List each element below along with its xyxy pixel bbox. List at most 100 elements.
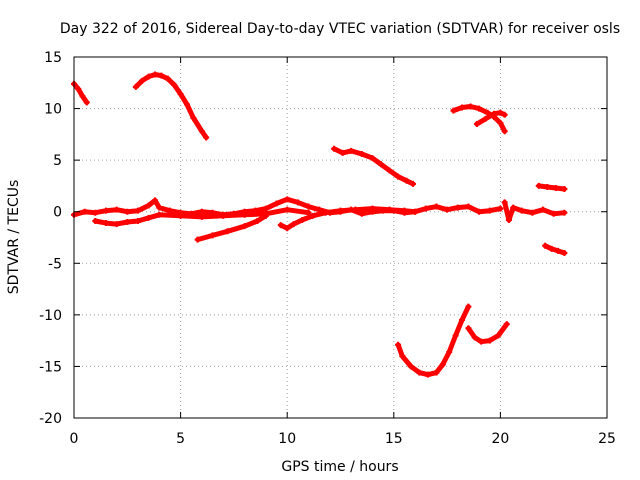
data-point [83, 99, 90, 106]
data-point [198, 213, 205, 220]
y-axis-title: SDTVAR / TECUs [6, 180, 22, 295]
data-point [290, 221, 297, 228]
data-point [92, 217, 99, 224]
y-tick-label: 10 [44, 102, 62, 118]
data-point [254, 217, 261, 224]
data-point [284, 196, 291, 203]
data-point [497, 109, 504, 116]
data-point [124, 219, 131, 226]
x-axis-title: GPS time / hours [281, 459, 398, 475]
y-tick-label: 0 [53, 205, 62, 221]
data-point [424, 371, 431, 378]
y-tick-label: -5 [48, 256, 62, 272]
data-point [145, 214, 152, 221]
data-point [224, 228, 231, 235]
data-point [471, 334, 478, 341]
series-track-13 [536, 183, 567, 192]
data-point [294, 199, 301, 206]
data-point [158, 72, 165, 79]
data-point [152, 71, 159, 78]
data-point [145, 202, 152, 209]
data-point [134, 207, 141, 214]
data-point [459, 317, 466, 324]
x-tick-label: 0 [70, 431, 79, 447]
data-point [198, 208, 205, 215]
data-point [156, 204, 163, 211]
data-point [465, 203, 472, 210]
data-point [284, 225, 291, 232]
data-point [446, 348, 453, 355]
data-point [422, 205, 429, 212]
data-point [550, 210, 557, 217]
data-point [75, 85, 82, 92]
x-tick-label: 5 [176, 431, 185, 447]
data-point [561, 186, 568, 193]
data-point [452, 332, 459, 339]
series-track-01 [71, 81, 90, 105]
data-point [177, 91, 184, 98]
data-point [102, 207, 109, 214]
data-point [554, 247, 561, 254]
data-point [358, 150, 365, 157]
data-point [209, 232, 216, 239]
data-point [378, 161, 385, 168]
data-point [139, 77, 146, 84]
data-point [273, 200, 280, 207]
data-point [465, 325, 472, 332]
data-point [476, 208, 483, 215]
data-point [171, 81, 178, 88]
data-point [339, 149, 346, 156]
data-point [503, 321, 510, 328]
x-tick-label: 10 [278, 431, 296, 447]
data-point [194, 236, 201, 243]
data-point [166, 207, 173, 214]
data-point [309, 212, 316, 219]
data-point [409, 180, 416, 187]
x-tick-label: 15 [385, 431, 403, 447]
data-point [183, 101, 190, 108]
data-point [79, 93, 86, 100]
data-point [190, 114, 197, 121]
data-point [486, 337, 493, 344]
data-point [459, 104, 466, 111]
data-point [132, 83, 139, 90]
data-point [369, 205, 376, 212]
series-track-11 [465, 321, 510, 345]
data-point [395, 341, 402, 348]
data-point [505, 216, 512, 223]
data-point [501, 111, 508, 118]
plot-frame [73, 56, 608, 419]
data-point [433, 203, 440, 210]
data-point [407, 363, 414, 370]
data-point [497, 120, 504, 127]
data-point [501, 128, 508, 135]
data-point [535, 182, 542, 189]
data-point [403, 177, 410, 184]
data-point [348, 147, 355, 154]
data-point [473, 121, 480, 128]
data-point [134, 217, 141, 224]
data-point [322, 209, 329, 216]
data-point [386, 206, 393, 213]
data-point [561, 209, 568, 216]
data-point [352, 206, 359, 213]
series-track-07 [331, 146, 416, 187]
y-tick-label: -20 [39, 411, 62, 427]
data-point [497, 205, 504, 212]
y-tick-label: -15 [39, 359, 62, 375]
data-point [401, 207, 408, 214]
data-point [145, 73, 152, 80]
data-point [262, 205, 269, 212]
data-point [386, 167, 393, 174]
y-tick-label: 15 [44, 50, 62, 66]
y-tick-label: 5 [53, 153, 62, 169]
data-point [113, 221, 120, 228]
data-point [156, 211, 163, 218]
data-point [102, 220, 109, 227]
data-point [316, 206, 323, 213]
data-point [399, 353, 406, 360]
series-layer [71, 71, 568, 378]
data-point [501, 199, 508, 206]
